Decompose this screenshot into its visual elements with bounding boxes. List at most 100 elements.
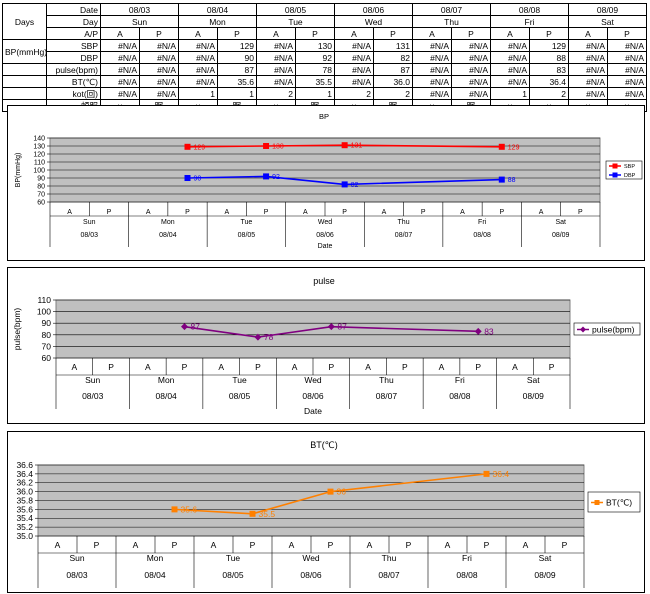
day-cell: Wed <box>334 15 413 28</box>
table-row: pulse(bpm) #N/A #N/A #N/A 87 #N/A 78 #N/A 87 #N/A… <box>2 63 647 76</box>
vitals-table: Days Date 08/03 08/04 08/05 08/06 08/07 08/08 08… <box>2 3 647 112</box>
value-cell: 129 <box>529 39 569 52</box>
x-ap-label: A <box>445 540 451 550</box>
x-date-label: 08/09 <box>534 570 556 580</box>
value-cell: #N/A <box>100 63 140 76</box>
data-point <box>483 470 490 477</box>
data-label: 90 <box>194 175 202 182</box>
data-label: 129 <box>508 144 520 151</box>
data-point <box>263 173 270 180</box>
x-day-label: Tue <box>232 375 247 385</box>
value-cell: #N/A <box>568 39 608 52</box>
y-tick-label: 70 <box>37 191 45 198</box>
x-ap-label: P <box>549 362 555 372</box>
y-tick-label: 110 <box>37 295 51 305</box>
x-ap-label: P <box>250 540 256 550</box>
x-ap-label: A <box>55 540 61 550</box>
y-tick-label: 80 <box>37 183 45 190</box>
data-label: 129 <box>194 144 206 151</box>
data-label: 36.4 <box>493 469 510 479</box>
pulse-chart: pulse 60 70 80 90 100 110 pulse(bpm) Sun 08/03 Mon… <box>7 267 645 424</box>
value-cell: #N/A <box>178 51 218 64</box>
value-cell: 1 <box>178 87 218 100</box>
date-cell: 08/06 <box>334 3 413 16</box>
ap-cell: P <box>529 27 569 40</box>
x-day-label: Mon <box>147 553 164 563</box>
day-cell: Fri <box>490 15 569 28</box>
x-date-label: 08/08 <box>456 570 478 580</box>
data-label: 92 <box>272 174 280 181</box>
x-axis-label: Date <box>304 406 322 416</box>
value-cell: #N/A <box>100 75 140 88</box>
value-cell: 2 <box>256 87 296 100</box>
x-date-label: 08/05 <box>238 232 256 239</box>
x-ap-label: P <box>475 362 481 372</box>
data-point <box>341 142 348 149</box>
ap-cell: A <box>568 27 608 40</box>
y-tick-label: 90 <box>42 318 52 328</box>
value-cell: 78 <box>295 63 335 76</box>
date-cell: 08/09 <box>568 3 647 16</box>
x-date-label: 08/07 <box>378 570 400 580</box>
value-cell: 2 <box>373 87 413 100</box>
table-row: kot(回) #N/A #N/A 1 1 2 1 2 2 #N/A #N/A 1 2 #N/A #N/A <box>2 87 647 100</box>
y-tick-label: 35.0 <box>16 531 33 541</box>
row-label: DBP <box>46 51 101 64</box>
x-day-label: Sun <box>83 219 96 226</box>
date-cell: 08/03 <box>100 3 179 16</box>
legend-marker <box>594 500 600 505</box>
x-ap-label: A <box>211 540 217 550</box>
date-cell: 08/05 <box>256 3 335 16</box>
bp-group-label: BP(mmHg) <box>2 39 47 64</box>
data-point <box>327 323 335 331</box>
y-tick-label: 100 <box>37 307 51 317</box>
x-date-label: 08/09 <box>523 391 545 401</box>
day-cell: Mon <box>178 15 257 28</box>
x-ap-label: A <box>439 362 445 372</box>
value-cell: #N/A <box>139 39 179 52</box>
y-axis-label: pulse(bpm) <box>12 308 22 351</box>
value-cell: #N/A <box>451 39 491 52</box>
value-cell: #N/A <box>412 63 452 76</box>
day-label: Day <box>46 15 101 28</box>
x-ap-label: A <box>382 209 387 216</box>
x-ap-label: P <box>107 209 112 216</box>
x-date-label: 08/08 <box>449 391 471 401</box>
x-ap-label: P <box>264 209 269 216</box>
ap-cell: P <box>373 27 413 40</box>
data-label: 87 <box>337 322 347 332</box>
bt-chart: BT(℃) 35.0 35.2 35.4 35.6 35.8 36.0 36.2 36.4 36.… <box>7 431 645 593</box>
data-point <box>181 323 188 331</box>
value-cell: #N/A <box>139 51 179 64</box>
ap-cell: A <box>412 27 452 40</box>
y-tick-label: 90 <box>37 175 45 182</box>
data-point <box>171 506 178 513</box>
value-cell: #N/A <box>607 39 647 52</box>
value-cell: #N/A <box>451 51 491 64</box>
value-cell: #N/A <box>256 51 296 64</box>
row-label: pulse(bpm) <box>46 63 101 76</box>
series-line <box>187 175 502 186</box>
y-tick-label: 110 <box>34 159 45 166</box>
x-date-label: 08/05 <box>222 570 244 580</box>
x-ap-label: P <box>421 209 426 216</box>
x-day-label: Mon <box>161 219 175 226</box>
x-ap-label: P <box>108 362 114 372</box>
y-tick-label: 80 <box>42 330 52 340</box>
x-ap-label: P <box>578 209 583 216</box>
x-date-label: 08/04 <box>159 232 177 239</box>
x-day-label: Thu <box>398 219 410 226</box>
ap-cell: P <box>139 27 179 40</box>
data-point <box>184 175 191 181</box>
x-day-label: Wed <box>302 553 320 563</box>
chart-title: BP <box>319 112 329 121</box>
data-label: 87 <box>191 322 201 332</box>
value-cell: #N/A <box>607 51 647 64</box>
x-date-label: 08/08 <box>473 232 491 239</box>
data-point <box>341 181 348 188</box>
ap-cell: A <box>490 27 530 40</box>
value-cell: #N/A <box>490 39 530 52</box>
y-tick-label: 60 <box>37 199 45 206</box>
ap-cell: A <box>100 27 140 40</box>
